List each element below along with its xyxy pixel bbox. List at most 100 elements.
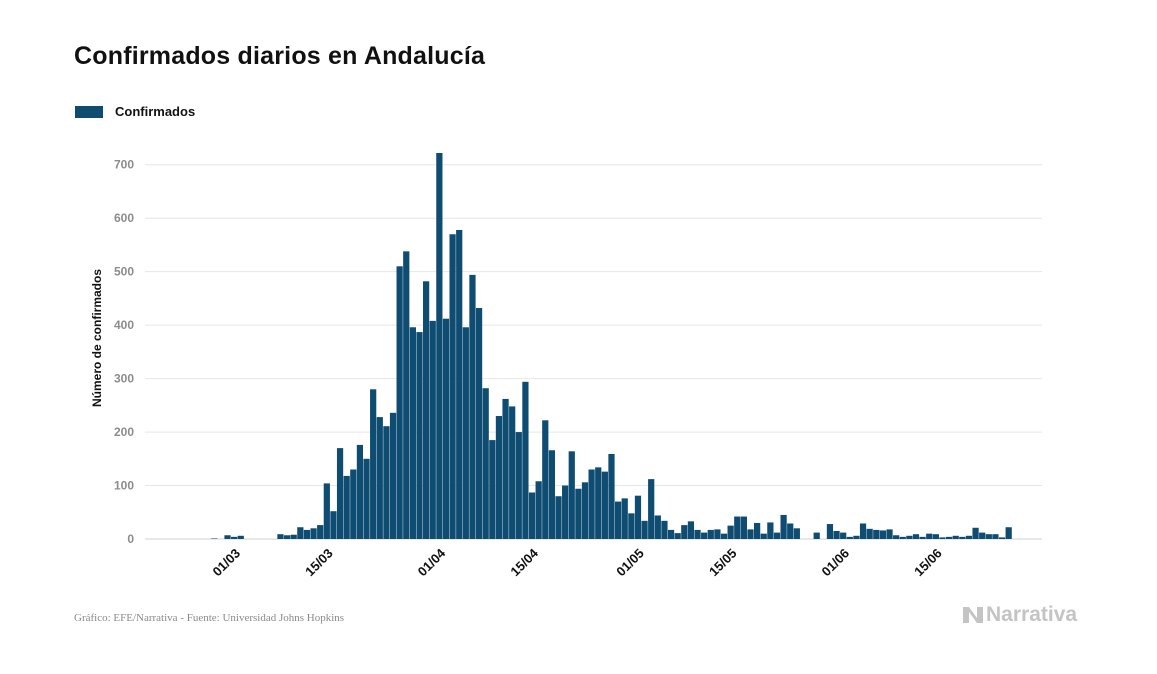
grid-lines <box>145 164 1042 540</box>
bar <box>992 534 999 539</box>
bar <box>595 467 602 539</box>
y-axis-ticks: 0 100 200 300 400 500 600 700 <box>114 158 134 546</box>
bar <box>965 535 973 539</box>
bar <box>224 535 231 539</box>
bar <box>694 529 701 539</box>
bar <box>681 525 688 539</box>
bar <box>515 432 522 539</box>
bar <box>237 535 244 539</box>
bar <box>535 481 542 539</box>
bar <box>1005 527 1012 539</box>
bar <box>449 234 456 540</box>
bar <box>634 495 642 539</box>
bar <box>826 524 834 539</box>
x-tick-label: 01/03 <box>209 546 243 580</box>
bar <box>363 458 370 539</box>
bar <box>581 482 589 539</box>
bar <box>614 501 622 539</box>
bar <box>436 152 443 539</box>
bar <box>654 515 661 539</box>
bar <box>376 417 383 539</box>
bar <box>727 525 734 539</box>
bar <box>979 532 986 539</box>
bar <box>893 535 900 539</box>
bar <box>628 513 635 539</box>
bar <box>317 525 324 539</box>
bar <box>323 483 330 539</box>
bar <box>754 522 761 539</box>
x-tick-label: 15/03 <box>302 546 336 580</box>
bar <box>687 521 695 539</box>
bar <box>277 534 284 539</box>
bar <box>859 523 867 539</box>
bar <box>211 538 218 539</box>
bar <box>767 522 774 539</box>
bar <box>416 332 423 539</box>
y-tick-label: 200 <box>114 425 134 439</box>
bar <box>409 327 416 539</box>
narrativa-logo-icon <box>963 607 983 623</box>
bar <box>588 469 595 539</box>
y-tick-label: 500 <box>114 265 134 279</box>
bar <box>522 381 529 539</box>
bar <box>509 406 516 539</box>
x-tick-label: 01/04 <box>415 545 449 579</box>
bar <box>972 527 979 539</box>
bar <box>886 529 893 539</box>
bar <box>899 536 906 539</box>
bar <box>866 528 873 539</box>
bar <box>475 308 483 539</box>
bar <box>998 537 1006 539</box>
bar <box>548 450 556 539</box>
bar <box>773 532 781 539</box>
x-tick-label: 15/06 <box>911 546 945 580</box>
bar <box>648 479 655 539</box>
bar <box>403 251 410 539</box>
legend-swatch <box>75 105 103 118</box>
y-tick-label: 300 <box>114 372 134 386</box>
bar <box>952 535 959 539</box>
bar <box>330 511 337 539</box>
bar <box>714 529 721 539</box>
bar <box>674 533 681 539</box>
bar <box>720 533 728 539</box>
x-axis-ticks: 01/03 15/03 01/04 15/04 01/05 15/05 01/06 15/06 <box>209 545 944 579</box>
bar <box>939 537 946 539</box>
bar <box>562 485 569 539</box>
bar <box>303 529 311 539</box>
bar <box>813 532 820 539</box>
y-tick-label: 700 <box>114 158 134 172</box>
bar <box>912 534 920 539</box>
bar <box>945 536 953 539</box>
x-tick-label: 01/06 <box>819 546 853 580</box>
bar <box>793 528 800 539</box>
bar <box>297 527 304 539</box>
bar <box>396 266 403 539</box>
bar <box>853 535 860 539</box>
bar <box>667 529 675 539</box>
y-tick-label: 0 <box>127 532 134 546</box>
x-tick-label: 15/04 <box>507 545 541 579</box>
bar <box>489 440 496 539</box>
bar <box>919 536 926 539</box>
bar <box>310 528 317 539</box>
bar <box>747 529 754 539</box>
bar <box>429 320 436 539</box>
bar <box>528 492 536 539</box>
chart-title: Confirmados diarios en Andalucía <box>74 42 486 70</box>
bar <box>926 533 933 539</box>
bar <box>780 514 787 539</box>
bar <box>336 448 344 539</box>
source-note: Gráfico: EFE/Narrativa - Fuente: Univers… <box>74 612 345 624</box>
bar <box>985 534 992 539</box>
x-tick-label: 01/05 <box>613 546 647 580</box>
y-tick-label: 100 <box>114 479 134 493</box>
y-tick-label: 400 <box>114 318 134 332</box>
y-axis-label: Número de confirmados <box>90 269 104 407</box>
bar <box>641 520 648 539</box>
bar <box>343 475 350 539</box>
x-tick-label: 15/05 <box>706 546 740 580</box>
bar <box>787 523 794 539</box>
bar <box>575 488 582 539</box>
